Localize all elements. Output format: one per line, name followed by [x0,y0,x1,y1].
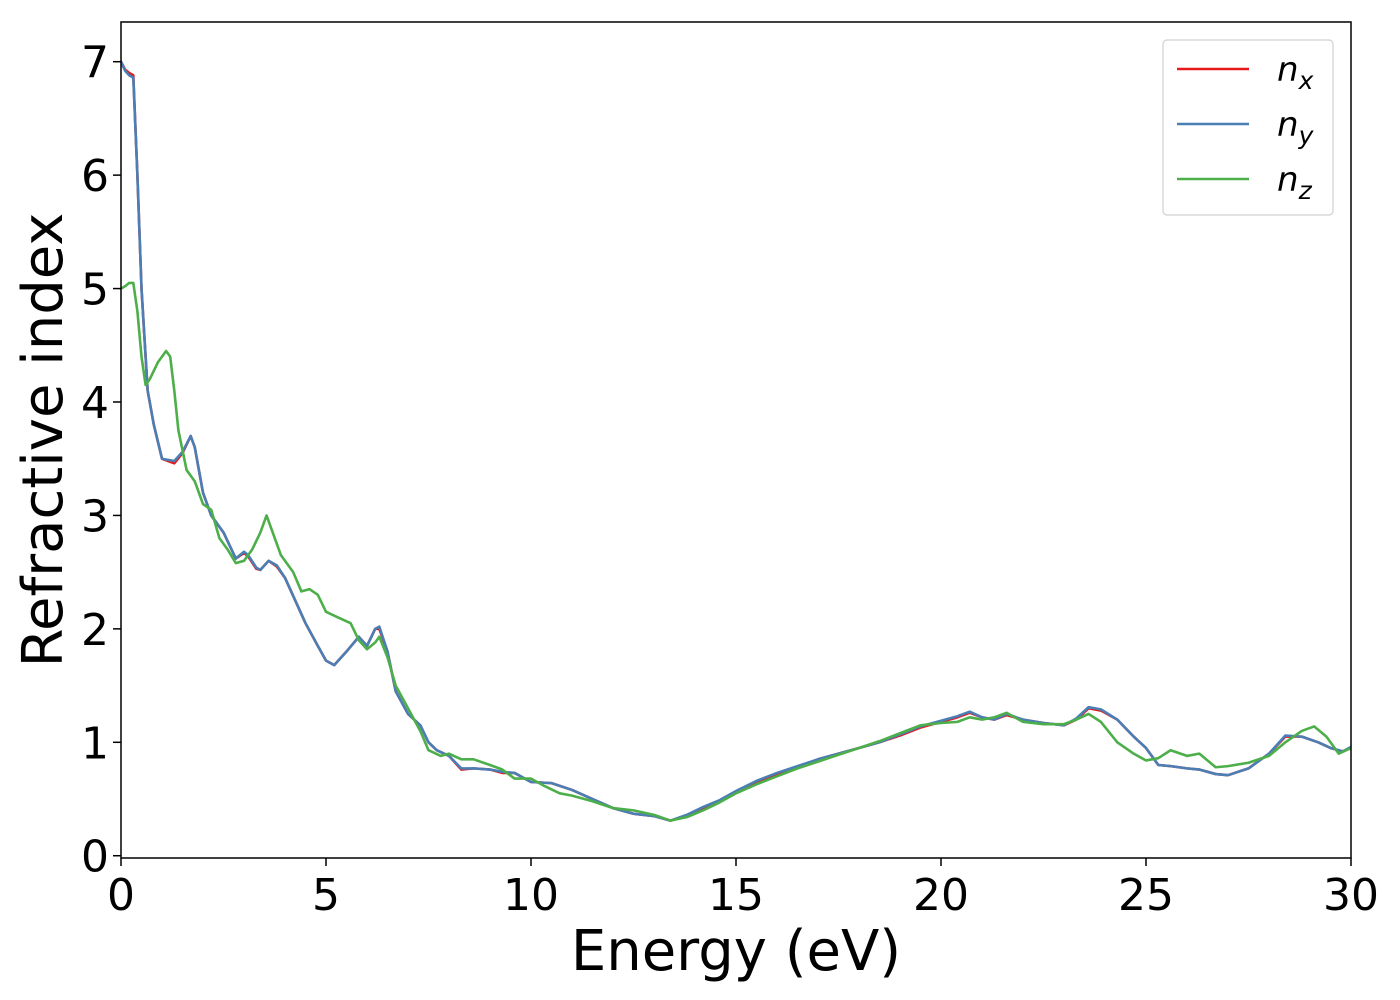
y-tick-label: 0 [81,832,109,883]
x-tick-label: 15 [708,870,764,921]
x-tick-label: 5 [312,870,340,921]
y-axis-title: Refractive index [11,213,76,668]
legend: nx ny nz [1162,39,1334,216]
x-tick-label: 30 [1323,870,1379,921]
x-axis-title: Energy (eV) [571,919,901,984]
y-tick-label: 2 [81,605,109,656]
legend-label-y: ny [1277,105,1315,150]
legend-label-z: nz [1277,160,1313,205]
y-tick-label: 4 [81,378,109,429]
legend-label-x: nx [1277,50,1314,95]
y-tick-label: 5 [81,265,109,316]
y-tick-label: 7 [81,38,109,89]
legend-box [1162,39,1334,216]
x-tick-label: 0 [107,870,135,921]
x-tick-label: 25 [1118,870,1174,921]
x-tick-label: 20 [913,870,969,921]
series-line-z [121,281,1351,822]
y-tick-label: 6 [81,151,109,202]
series-line-y [121,60,1351,822]
series-layer [121,60,1351,822]
x-tick-label: 10 [503,870,559,921]
y-tick-label: 1 [81,718,109,769]
ticks-layer: 0 5 10 15 20 25 30 0 1 2 3 4 5 6 7 [81,38,1379,921]
y-tick-label: 3 [81,491,109,542]
